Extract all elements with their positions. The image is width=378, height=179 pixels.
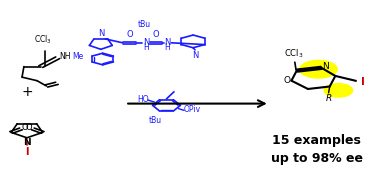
Text: O: O bbox=[26, 123, 33, 132]
Text: Me: Me bbox=[72, 52, 84, 61]
Circle shape bbox=[324, 84, 353, 97]
Text: +: + bbox=[21, 85, 33, 99]
Text: O: O bbox=[283, 76, 290, 85]
Text: tBu: tBu bbox=[138, 20, 150, 29]
Text: N: N bbox=[143, 38, 149, 47]
Text: N: N bbox=[322, 62, 328, 71]
Text: I: I bbox=[361, 77, 365, 87]
Text: O: O bbox=[22, 123, 28, 132]
Text: H: H bbox=[143, 43, 149, 52]
Text: O: O bbox=[152, 30, 159, 39]
Text: N: N bbox=[192, 51, 198, 60]
Text: N: N bbox=[164, 38, 171, 47]
Text: up to 98% ee: up to 98% ee bbox=[271, 152, 363, 165]
Text: CCl$_3$: CCl$_3$ bbox=[284, 47, 304, 60]
Text: NH: NH bbox=[60, 52, 71, 61]
Text: R: R bbox=[325, 94, 332, 103]
Text: HO: HO bbox=[137, 95, 149, 104]
Text: O: O bbox=[126, 30, 133, 39]
Text: N: N bbox=[98, 28, 104, 38]
Text: I: I bbox=[25, 147, 29, 157]
Text: 15 examples: 15 examples bbox=[272, 134, 361, 147]
Text: H: H bbox=[165, 43, 170, 52]
Text: OPiv: OPiv bbox=[184, 105, 201, 114]
Text: tBu: tBu bbox=[149, 116, 162, 125]
Text: CCl$_3$: CCl$_3$ bbox=[34, 34, 52, 46]
Circle shape bbox=[300, 61, 337, 78]
Text: N: N bbox=[23, 138, 31, 147]
